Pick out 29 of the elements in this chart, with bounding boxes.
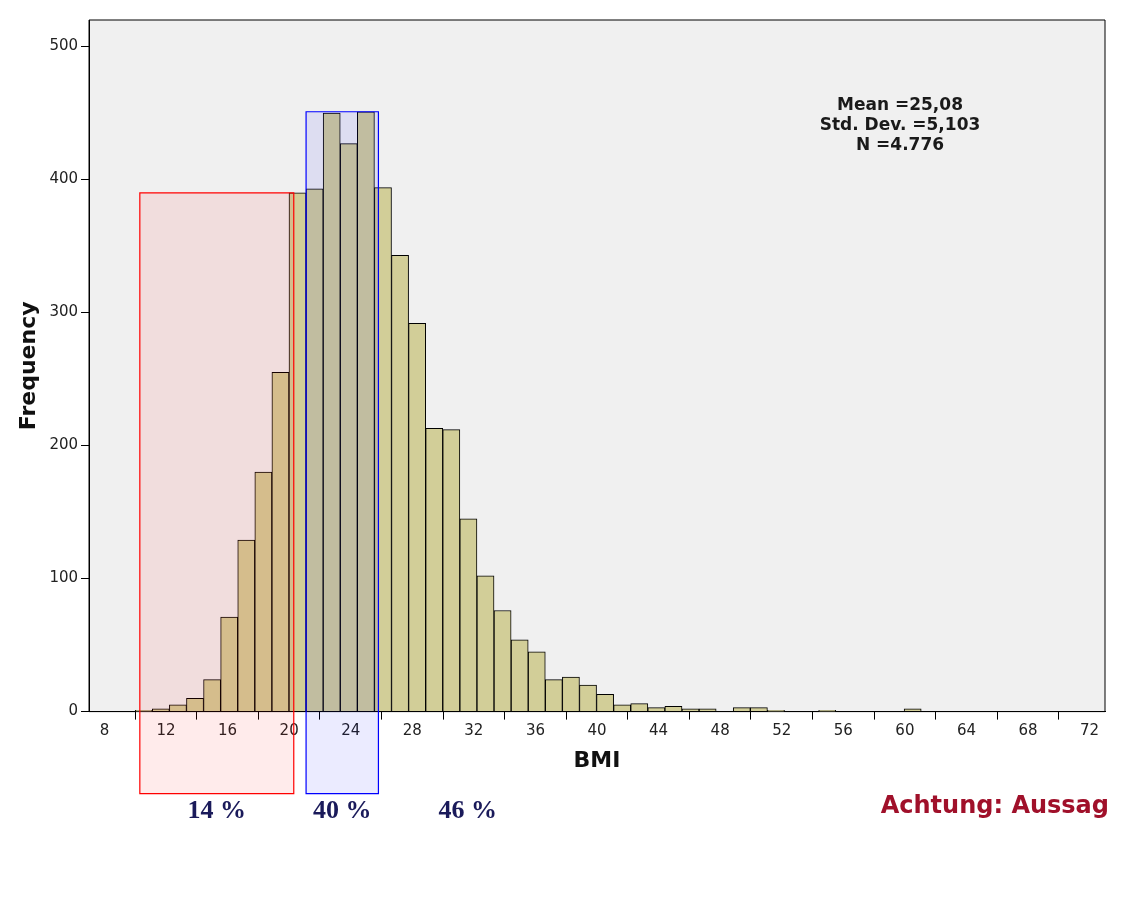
band-label: 14 % — [187, 795, 247, 825]
x-tick-label: 48 — [710, 721, 730, 740]
y-tick-label: 400 — [49, 169, 79, 188]
x-tick-label: 28 — [402, 721, 422, 740]
y-tick-label: 100 — [49, 568, 79, 587]
annotation: Mean =25,08 Std. Dev. =5,103 N =4.776 — [819, 94, 981, 155]
x-tick-label: 40 — [587, 721, 607, 740]
x-tick-label: 68 — [1018, 721, 1038, 740]
x-tick-label: 56 — [833, 721, 853, 740]
x-tick-label: 52 — [772, 721, 792, 740]
x-tick-label: 32 — [464, 721, 484, 740]
x-tick-label: 44 — [649, 721, 669, 740]
y-tick-label: 0 — [68, 701, 79, 720]
y-tick-label: 500 — [49, 36, 79, 55]
x-axis-title: BMI — [573, 746, 621, 772]
x-tick-label: 12 — [156, 721, 176, 740]
x-tick-label: 36 — [525, 721, 545, 740]
x-tick-label: 8 — [99, 721, 110, 740]
band-label: 40 % — [313, 795, 372, 825]
x-tick-label: 72 — [1080, 721, 1100, 740]
x-tick-label: 60 — [895, 721, 915, 740]
x-tick-label: 16 — [218, 721, 238, 740]
y-tick-label: 200 — [49, 435, 79, 454]
y-axis-title: Frequency — [14, 301, 40, 431]
x-tick-label: 64 — [956, 721, 977, 740]
x-tick-label: 24 — [341, 721, 361, 740]
text: 46 % — [438, 795, 497, 825]
y-tick-label: 300 — [49, 302, 79, 321]
text: Achtung: Aussag — [880, 790, 1109, 819]
